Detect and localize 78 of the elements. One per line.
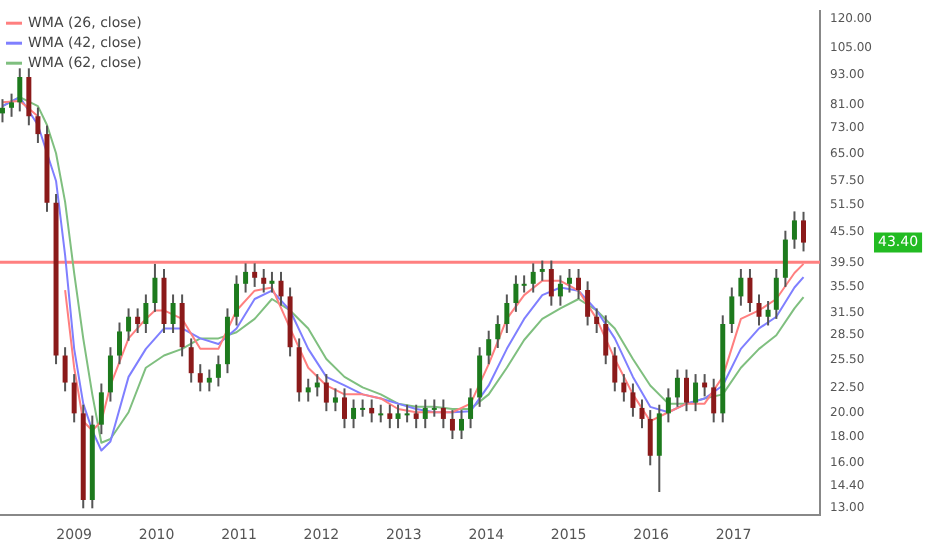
candlestick (656, 403, 662, 493)
candlestick (278, 270, 284, 307)
candlestick (62, 346, 68, 393)
candlestick (548, 259, 554, 307)
candlestick (234, 274, 240, 327)
candlestick (791, 210, 797, 250)
candlestick (197, 363, 203, 393)
candlestick (557, 274, 563, 307)
candlestick (729, 286, 735, 334)
candlestick (495, 314, 501, 350)
candlestick (261, 268, 267, 294)
candlestick (323, 373, 329, 413)
candlestick (395, 403, 401, 430)
candlestick (305, 377, 311, 403)
candlestick (252, 262, 258, 288)
candlestick (413, 403, 419, 430)
candlestick (431, 398, 437, 418)
candlestick (594, 307, 600, 334)
candlestick (566, 268, 572, 294)
candlestick (387, 403, 393, 430)
candlestick (665, 387, 671, 424)
candlestick (107, 346, 113, 403)
candlestick (35, 106, 41, 144)
candlestick (647, 409, 653, 467)
candlestick (71, 373, 77, 424)
candlestick (143, 293, 149, 334)
candlestick (612, 346, 618, 393)
candlestick (711, 377, 717, 424)
candlestick (188, 337, 194, 384)
candlestick (782, 229, 788, 288)
candlestick (513, 274, 519, 313)
candlestick (206, 368, 212, 393)
candlestick (152, 262, 158, 313)
candlestick (585, 280, 591, 327)
candlestick (630, 382, 636, 418)
candlestick (126, 307, 132, 342)
candlestick (9, 92, 15, 118)
candlestick (801, 210, 807, 253)
candlestick (449, 409, 455, 441)
candlestick (98, 382, 104, 436)
candlestick (576, 268, 582, 301)
candlestick (530, 262, 536, 294)
candlestick (674, 368, 680, 408)
candlestick (603, 314, 609, 366)
candlestick (360, 398, 366, 418)
candlestick (773, 268, 779, 320)
candlestick (351, 398, 357, 430)
candlestick (135, 307, 141, 334)
candlestick (621, 373, 627, 403)
candlestick (269, 270, 275, 294)
candlestick (765, 299, 771, 327)
candlestick (521, 274, 527, 294)
candlestick (179, 293, 185, 358)
candlestick (440, 398, 446, 430)
candlestick (738, 268, 744, 307)
candlestick (243, 262, 249, 294)
candlestick (17, 67, 23, 113)
candlestick (684, 368, 689, 413)
candlestick (215, 354, 221, 388)
candlestick (170, 293, 176, 334)
candlestick (468, 387, 474, 430)
candlestick (117, 321, 122, 366)
candlestick (747, 268, 753, 313)
candlestick (486, 329, 492, 366)
candlestick (639, 398, 645, 430)
candlestick (756, 293, 762, 327)
candlestick (26, 67, 32, 127)
candlestick (341, 387, 347, 430)
candlestick (422, 398, 428, 430)
candlestick (504, 293, 510, 334)
candlestick (459, 409, 464, 441)
candlestick (332, 387, 338, 413)
candlestick (693, 373, 699, 413)
candlestick (369, 398, 375, 424)
candlestick (224, 307, 230, 375)
candlestick (539, 259, 545, 282)
candlestick (477, 346, 483, 408)
candlestick (296, 337, 302, 403)
